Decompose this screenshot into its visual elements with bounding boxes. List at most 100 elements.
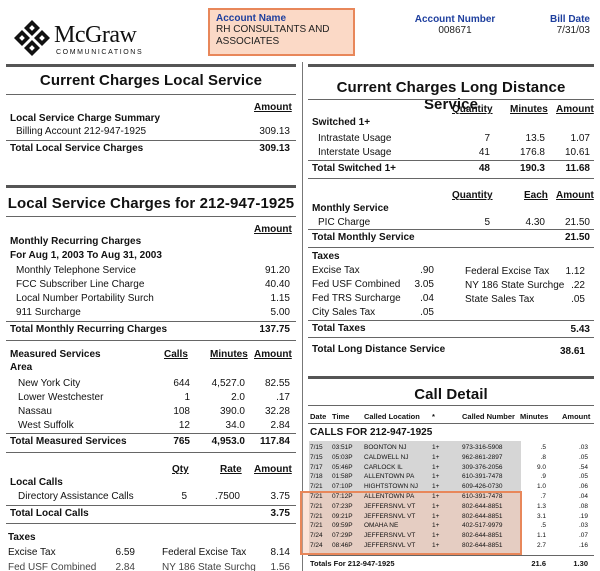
call-cell-num: 802-644-8851 — [462, 542, 503, 549]
recurring-item-amount: 40.40 — [264, 279, 290, 290]
call-cell-star: 1+ — [432, 493, 440, 500]
monthly-col-amount: Amount — [556, 190, 594, 201]
ld-tax-label: State Sales Tax — [465, 294, 535, 305]
call-cell-min: .5 — [540, 522, 546, 530]
call-cell-time: 05:03P — [332, 453, 353, 461]
switched-total-label: Total Switched 1+ — [312, 163, 396, 174]
col-qty: Qty — [172, 464, 189, 475]
call-cell-date: 7/21 — [310, 512, 323, 520]
federal-excise-label: Federal Excise Tax — [162, 547, 247, 558]
ld-usage-amount: 10.61 — [564, 147, 590, 158]
measured-area: West Suffolk — [18, 420, 74, 431]
long-distance-title: Current Charges Long Distance Service — [336, 79, 566, 113]
federal-excise-amount: 8.14 — [270, 547, 290, 558]
bill-date-value: 7/31/03 — [556, 25, 590, 36]
call-cell-amt: .05 — [578, 473, 588, 481]
taxes-heading: Taxes — [8, 532, 36, 543]
cd-col-number: Called Number — [462, 412, 515, 421]
call-cell-time: 07:10P — [332, 483, 353, 491]
excise-tax-label: Excise Tax — [8, 547, 56, 558]
call-cell-star: 1+ — [432, 532, 440, 540]
ld-tax-label: Federal Excise Tax — [465, 266, 550, 277]
call-cell-min: .8 — [540, 453, 546, 461]
measured-area: Lower Westchester — [18, 392, 104, 403]
call-cell-num: 609-426-0730 — [462, 483, 503, 491]
ld-usage-amount: 1.07 — [570, 133, 590, 144]
call-cell-amt: .05 — [578, 453, 588, 461]
call-cell-amt: .16 — [578, 542, 588, 549]
measured-minutes: 390.0 — [219, 406, 245, 417]
call-cell-time: 07:23P — [332, 502, 353, 510]
call-cell-loc: OMAHA NE — [364, 522, 399, 530]
total-local-amount: 309.13 — [259, 143, 290, 154]
excise-tax-amount: 6.59 — [115, 547, 135, 558]
local-calls-amount: 3.75 — [270, 491, 290, 502]
pic-charge-qty: 5 — [484, 217, 490, 228]
call-cell-time: 01:58P — [332, 473, 353, 481]
measured-calls: 1 — [184, 392, 190, 403]
ny-state-surchg-amount: 1.56 — [270, 562, 290, 571]
call-cell-star: 1+ — [432, 463, 440, 471]
ld-tax-label: NY 186 State Surchge — [465, 280, 565, 291]
measured-amount: 32.28 — [264, 406, 290, 417]
recurring-item-amount: 1.15 — [270, 293, 290, 304]
col-minutes: Minutes — [210, 349, 248, 360]
call-cell-min: 9.0 — [536, 463, 546, 471]
call-cell-loc: CALDWELL NJ — [364, 453, 409, 461]
call-cell-star: 1+ — [432, 483, 440, 491]
call-cell-star: 1+ — [432, 453, 440, 461]
ld-col-minutes: Minutes — [510, 104, 548, 115]
call-cell-num: 610-391-7478 — [462, 473, 503, 481]
recurring-item: FCC Subscriber Line Charge — [16, 279, 145, 290]
switched-total-minutes: 190.3 — [519, 163, 545, 174]
pic-charge-each: 4.30 — [525, 217, 545, 228]
local-charges-amount-header: Amount — [254, 224, 292, 235]
measured-total-calls: 765 — [173, 436, 190, 447]
call-cell-star: 1+ — [432, 473, 440, 481]
ld-tax-amount: .05 — [571, 294, 585, 305]
account-number-value: 008671 — [438, 25, 472, 36]
call-cell-amt: .03 — [578, 444, 588, 451]
call-cell-min: .9 — [540, 473, 546, 481]
ld-col-amount: Amount — [556, 104, 594, 115]
ld-taxes-heading: Taxes — [312, 251, 340, 262]
ld-tax-label: Excise Tax — [312, 265, 360, 276]
call-cell-time: 07:12P — [332, 493, 353, 500]
ld-tax-label: City Sales Tax — [312, 307, 376, 318]
recurring-period: For Aug 1, 2003 To Aug 31, 2003 — [10, 250, 162, 261]
call-detail-title: Call Detail — [414, 386, 488, 403]
monthly-total-label: Total Monthly Service — [312, 232, 415, 243]
call-cell-star: 1+ — [432, 522, 440, 530]
recurring-total-label: Total Monthly Recurring Charges — [10, 324, 168, 335]
call-cell-loc: CARLOCK IL — [364, 463, 403, 471]
cd-col-location: Called Location — [364, 412, 420, 421]
monthly-service-heading: Monthly Service — [312, 203, 389, 214]
ld-tax-amount: .22 — [571, 280, 585, 291]
call-cell-min: .5 — [540, 444, 546, 451]
call-cell-loc: JEFFERSNVL VT — [364, 512, 416, 520]
call-cell-loc: ALLENTOWN PA — [364, 493, 415, 500]
recurring-item: 911 Surcharge — [16, 307, 81, 318]
call-cell-num: 973-316-5908 — [462, 444, 503, 451]
local-calls-item: Directory Assistance Calls — [18, 491, 134, 502]
call-cell-amt: .06 — [578, 483, 588, 491]
account-number: Account Number 008671 — [410, 14, 500, 37]
cd-col-time: Time — [332, 412, 350, 421]
ld-tax-amount: 3.05 — [414, 279, 434, 290]
call-cell-time: 08:46P — [332, 542, 353, 549]
recurring-total-amount: 137.75 — [259, 324, 290, 335]
local-service-title: Current Charges Local Service — [39, 72, 263, 89]
bill-date: Bill Date 7/31/03 — [530, 14, 590, 37]
col-calls: Calls — [164, 349, 188, 360]
switched-heading: Switched 1+ — [312, 117, 371, 128]
call-cell-num: 802-644-8851 — [462, 512, 503, 520]
call-cell-date: 7/15 — [310, 444, 323, 451]
call-cell-loc: JEFFERSNVL VT — [364, 542, 416, 549]
measured-calls: 12 — [178, 420, 190, 431]
fed-usf-label: Fed USF Combined — [8, 562, 97, 571]
ld-usage-label: Intrastate Usage — [318, 133, 392, 144]
cd-total-label: Totals For 212-947-1925 — [310, 559, 395, 568]
ld-taxes-total-label: Total Taxes — [312, 323, 366, 334]
measured-minutes: 34.0 — [225, 420, 245, 431]
recurring-item: Local Number Portability Surch — [16, 293, 154, 304]
